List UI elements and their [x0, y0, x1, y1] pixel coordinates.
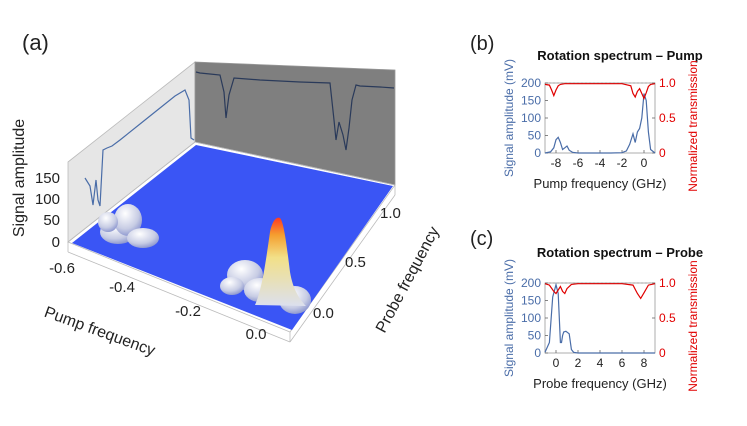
y-axis: 0.0 0.5 1.0	[313, 205, 401, 322]
y-tick-label: 1.0	[380, 205, 401, 222]
y2-tick-label: 0	[659, 146, 666, 160]
y-tick-label: 0	[534, 346, 541, 360]
panel-c-y2label: Normalized transmission	[686, 260, 700, 391]
x-tick-label: 6	[619, 356, 626, 370]
x-tick-label: 2	[575, 356, 582, 370]
y-tick-label: 100	[521, 311, 541, 325]
panel-a-3d-surface: 0 50 100 150 Signal amplitude -0.6 -0.4 …	[11, 61, 443, 360]
y2-tick-label: 0.5	[659, 311, 676, 325]
panel-c-label: (c)	[470, 228, 493, 250]
x-tick-label: 0	[553, 356, 560, 370]
x-tick-label: -8	[551, 156, 562, 170]
panel-c-title: Rotation spectrum – Probe	[537, 245, 703, 260]
x-tick-label: -0.4	[109, 279, 135, 296]
z-tick-label: 0	[52, 234, 60, 251]
x-tick-label: -0.6	[49, 260, 75, 277]
y2-tick-label: 1.0	[659, 76, 676, 90]
peak-small-4	[98, 212, 118, 232]
y-tick-label: 0.5	[345, 254, 366, 271]
y-tick-label: 150	[521, 94, 541, 108]
y-tick-label: 50	[528, 129, 542, 143]
z-tick-label: 150	[35, 170, 60, 187]
panel-c-probe-spectrum: Rotation spectrum – Probe 0 2 4 6 8050100150…	[502, 245, 703, 392]
signal-line	[544, 282, 655, 354]
y-tick-label: 200	[521, 276, 541, 290]
panel-c-ylabel: Signal amplitude (mV)	[502, 259, 516, 377]
panel-b-label: (b)	[470, 33, 494, 55]
peak-small-8	[220, 277, 244, 295]
panel-a-label: (a)	[22, 30, 49, 55]
peak-main	[255, 217, 306, 306]
peak-small-3	[127, 228, 159, 248]
x-tick-label: -2	[617, 156, 628, 170]
y-tick-label: 0	[534, 146, 541, 160]
y-tick-label: 100	[521, 111, 541, 125]
y2-tick-label: 1.0	[659, 276, 676, 290]
panel-b-ylabel: Signal amplitude (mV)	[502, 59, 516, 177]
z-axis: 0 50 100 150	[35, 170, 60, 251]
projection-right-wall	[195, 71, 395, 151]
y2-tick-label: 0	[659, 346, 666, 360]
transmission-line	[544, 283, 656, 300]
y-tick-label: 150	[521, 294, 541, 308]
panel-b-frame	[544, 82, 656, 154]
z-tick-label: 50	[43, 212, 60, 229]
y-axis-title: Probe frequency	[373, 224, 443, 336]
x-tick-label: -0.2	[175, 303, 201, 320]
panel-b-y2label: Normalized transmission	[686, 60, 700, 191]
peak-small-2	[114, 204, 142, 236]
z-tick-label: 100	[35, 191, 60, 208]
x-tick-label: -4	[595, 156, 606, 170]
x-tick-label: 0	[641, 156, 648, 170]
panel-c-xlabel: Probe frequency (GHz)	[533, 376, 667, 391]
x-tick-label: 8	[641, 356, 648, 370]
y-tick-label: 50	[528, 329, 542, 343]
panel-b-title: Rotation spectrum – Pump	[537, 48, 702, 63]
projection-left-wall	[84, 89, 195, 207]
floor-surface	[72, 145, 393, 330]
x-axis-title: Pump frequency	[42, 304, 157, 360]
x-tick-label: 4	[597, 356, 604, 370]
signal-line	[544, 93, 656, 154]
z-axis-title: Signal amplitude	[11, 119, 28, 237]
transmission-line	[544, 83, 656, 100]
x-tick-label: -6	[573, 156, 584, 170]
y-tick-label: 0.0	[313, 305, 334, 322]
x-axis: -0.6 -0.4 -0.2 0.0	[49, 260, 266, 343]
y2-tick-label: 0.5	[659, 111, 676, 125]
x-tick-label: 0.0	[246, 326, 267, 343]
front-edge	[67, 251, 291, 343]
panel-b-xlabel: Pump frequency (GHz)	[534, 176, 667, 191]
y-tick-label: 200	[521, 76, 541, 90]
panel-b-pump-spectrum: Rotation spectrum – Pump -8 -6 -4 -2 0050100…	[502, 48, 703, 192]
